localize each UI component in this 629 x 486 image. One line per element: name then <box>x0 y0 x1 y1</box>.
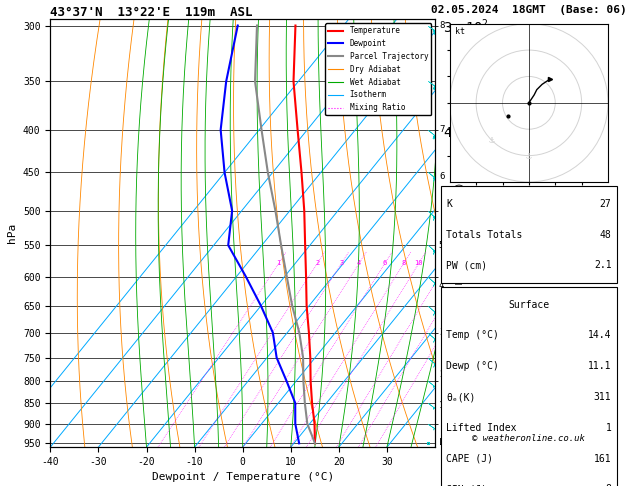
Text: 311: 311 <box>594 392 611 402</box>
Text: 8: 8 <box>402 260 406 266</box>
Text: 2.1: 2.1 <box>594 260 611 270</box>
Text: CIN (J): CIN (J) <box>447 485 487 486</box>
Text: Mixing Ratio (g/kg): Mixing Ratio (g/kg) <box>455 182 465 284</box>
Text: 8: 8 <box>439 21 444 30</box>
Text: © weatheronline.co.uk: © weatheronline.co.uk <box>472 434 586 443</box>
Text: 27: 27 <box>599 199 611 209</box>
Bar <box>441 186 617 283</box>
Text: LCL: LCL <box>439 438 455 447</box>
X-axis label: Dewpoint / Temperature (°C): Dewpoint / Temperature (°C) <box>152 472 334 483</box>
Text: 14.4: 14.4 <box>588 330 611 341</box>
Text: 10: 10 <box>415 260 423 266</box>
Text: 2: 2 <box>315 260 320 266</box>
Bar <box>441 287 617 486</box>
Text: 161: 161 <box>594 453 611 464</box>
Text: 8: 8 <box>606 485 611 486</box>
Text: 4: 4 <box>439 281 444 290</box>
Text: CAPE (J): CAPE (J) <box>447 453 493 464</box>
Text: 1: 1 <box>439 400 444 410</box>
Text: 43°37'N  13°22'E  119m  ASL: 43°37'N 13°22'E 119m ASL <box>50 6 253 19</box>
Text: 48: 48 <box>599 229 611 240</box>
Text: 1: 1 <box>277 260 281 266</box>
Text: 2: 2 <box>439 370 444 379</box>
Text: Temp (°C): Temp (°C) <box>447 330 499 341</box>
Text: K: K <box>447 199 452 209</box>
Legend: Temperature, Dewpoint, Parcel Trajectory, Dry Adiabat, Wet Adiabat, Isotherm, Mi: Temperature, Dewpoint, Parcel Trajectory… <box>325 23 431 115</box>
Text: 02.05.2024  18GMT  (Base: 06): 02.05.2024 18GMT (Base: 06) <box>431 5 626 15</box>
Y-axis label: hPa: hPa <box>8 223 18 243</box>
Text: 6: 6 <box>383 260 387 266</box>
Text: 7: 7 <box>439 125 444 134</box>
Text: 3: 3 <box>439 328 444 337</box>
Text: 5: 5 <box>439 241 444 250</box>
Text: 4: 4 <box>357 260 361 266</box>
Text: Lifted Index: Lifted Index <box>447 423 517 433</box>
Text: 3: 3 <box>339 260 343 266</box>
Text: θₑ(K): θₑ(K) <box>447 392 476 402</box>
Text: PW (cm): PW (cm) <box>447 260 487 270</box>
Text: 1: 1 <box>606 423 611 433</box>
Text: 6: 6 <box>439 172 444 181</box>
Text: Totals Totals: Totals Totals <box>447 229 523 240</box>
Text: 11.1: 11.1 <box>588 361 611 371</box>
Text: Dewp (°C): Dewp (°C) <box>447 361 499 371</box>
Text: Surface: Surface <box>508 300 550 310</box>
